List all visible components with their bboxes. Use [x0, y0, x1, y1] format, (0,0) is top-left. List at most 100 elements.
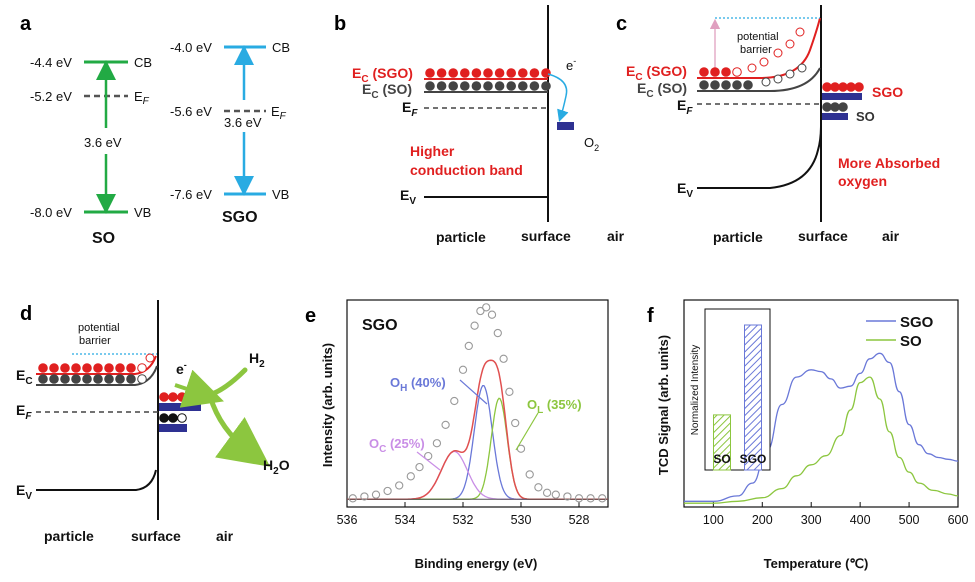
tpr-x-tick-label: 400: [850, 513, 871, 527]
electron-dot: [460, 81, 470, 91]
tpr-xlabel: Temperature (℃): [764, 556, 869, 571]
panel-a-label: a: [20, 13, 32, 35]
electron-dot: [60, 374, 70, 384]
electron-dot: [710, 67, 720, 77]
x-label-air: air: [882, 228, 900, 244]
xps-data-point: [493, 328, 502, 338]
xps-data-point: [371, 490, 381, 499]
sgo-gap-value: 3.6 eV: [224, 115, 262, 130]
xps-data-point: [586, 494, 595, 503]
legend-sgo-label: SGO: [900, 314, 934, 331]
xps-data-point: [458, 365, 468, 374]
x-label-particle: particle: [713, 229, 763, 245]
sgo-tag: SGO: [872, 84, 903, 100]
xps-x-tick-label: 534: [395, 513, 416, 527]
legend-so-label: SO: [900, 333, 922, 350]
xps-ylabel: Intensity (arb. units): [320, 343, 335, 467]
panel-d: d potential barrier EC EF EV e- H2 H2O p…: [16, 300, 290, 544]
electron-dot: [699, 67, 709, 77]
electron-transfer-arrow: [547, 73, 569, 122]
electron-dot: [38, 363, 48, 373]
inset-bar-so: [713, 414, 731, 471]
electron-label: e-: [176, 360, 187, 377]
tpr-series-so: [684, 376, 959, 504]
x-label-particle: particle: [436, 229, 486, 245]
sgo-vb-label: VB: [272, 187, 289, 202]
xps-data-point: [470, 321, 479, 330]
sgo-cb-value: -4.0 eV: [170, 40, 212, 55]
oc-label: OC (25%): [369, 436, 425, 455]
empty-state-dot: [759, 57, 769, 67]
empty-state-dot: [785, 39, 795, 49]
electron-dot: [721, 80, 731, 90]
tpr-x-tick-label: 100: [703, 513, 724, 527]
xps-data-point: [406, 472, 415, 481]
electron-dot: [425, 81, 435, 91]
electron-dot: [710, 80, 720, 90]
x-label-surface: surface: [131, 528, 181, 544]
electron-label: e-: [566, 56, 576, 73]
empty-state-dot: [785, 69, 795, 79]
inset-bar-chart: SO SGO: [713, 324, 766, 471]
so-cb-label: CB: [134, 55, 152, 70]
x-label-surface: surface: [521, 228, 571, 244]
tpr-x-tick-label: 300: [801, 513, 822, 527]
ef-label: EF: [402, 99, 418, 119]
electron-dot: [49, 374, 59, 384]
electron-dot: [436, 81, 447, 91]
xps-x-tick-label: 536: [337, 513, 358, 527]
electron-dot: [126, 363, 136, 373]
electron-dot: [448, 68, 459, 78]
xps-plot-frame: [346, 299, 609, 508]
electron-row-sgo: [425, 68, 551, 78]
electron-dot: [529, 68, 540, 78]
xps-data-point: [464, 341, 473, 351]
adsorbed-electron-dot: [846, 82, 856, 92]
electron-dot: [71, 363, 81, 373]
adsorbed-level-1: [159, 403, 201, 411]
xps-data-point: [395, 481, 404, 490]
adsorbed-oxygen: [822, 82, 864, 112]
ev-label: EV: [16, 482, 32, 502]
x-label-particle: particle: [44, 528, 94, 544]
ec-sgo-label: EC (SGO): [352, 65, 413, 85]
ec-curve-gray: [36, 365, 158, 386]
adsorbed-level-2: [159, 424, 187, 432]
adsorbed-electron-dot: [838, 82, 848, 92]
sgo-ef-value: -5.6 eV: [170, 104, 212, 119]
electron-dot: [137, 374, 147, 384]
tpr-ylabel: TCD Signal (arb. units): [656, 335, 671, 475]
sgo-vb-value: -7.6 eV: [170, 187, 212, 202]
empty-state-dot: [795, 27, 805, 37]
xps-xlabel: Binding energy (eV): [415, 556, 538, 571]
electron-dot: [460, 68, 470, 78]
xps-curves: [347, 303, 608, 503]
electron-row-red: [38, 353, 155, 373]
electron-dot: [743, 80, 753, 90]
adsorbed-electron-dot: [177, 413, 187, 423]
inset-ylabel: Normalized Intensity: [690, 345, 701, 436]
tpr-x-axis: 100 200 300 400 500 600: [703, 502, 968, 527]
ev-label: EV: [677, 180, 693, 200]
panel-b: b e- O2 EC (SGO) EC (SO) EF EV Higher co…: [334, 5, 625, 245]
electron-row-so: [699, 63, 807, 90]
adsorbed-electron-dot: [854, 82, 864, 92]
oc-pointer: [416, 451, 441, 471]
electron-dot: [721, 67, 731, 77]
sgo-ef-label: EF: [271, 104, 287, 122]
electron-dot: [506, 81, 517, 91]
sgo-adsorbed-level: [822, 93, 862, 100]
electron-dot: [732, 80, 742, 90]
ec-so-label: EC (SO): [362, 81, 412, 101]
xps-component-oc: [347, 450, 608, 500]
ec-sgo-label: EC (SGO): [626, 63, 687, 83]
so-gap-value: 3.6 eV: [84, 135, 122, 150]
electron-dot: [699, 80, 709, 90]
adsorbed-electron-dot: [830, 82, 840, 92]
electron-dot: [494, 81, 505, 91]
electron-dot: [518, 81, 528, 91]
xps-data-point: [348, 494, 357, 503]
xps-data-point: [563, 492, 572, 501]
ev-curve: [697, 124, 822, 189]
ol-label: OL (35%): [527, 397, 582, 416]
